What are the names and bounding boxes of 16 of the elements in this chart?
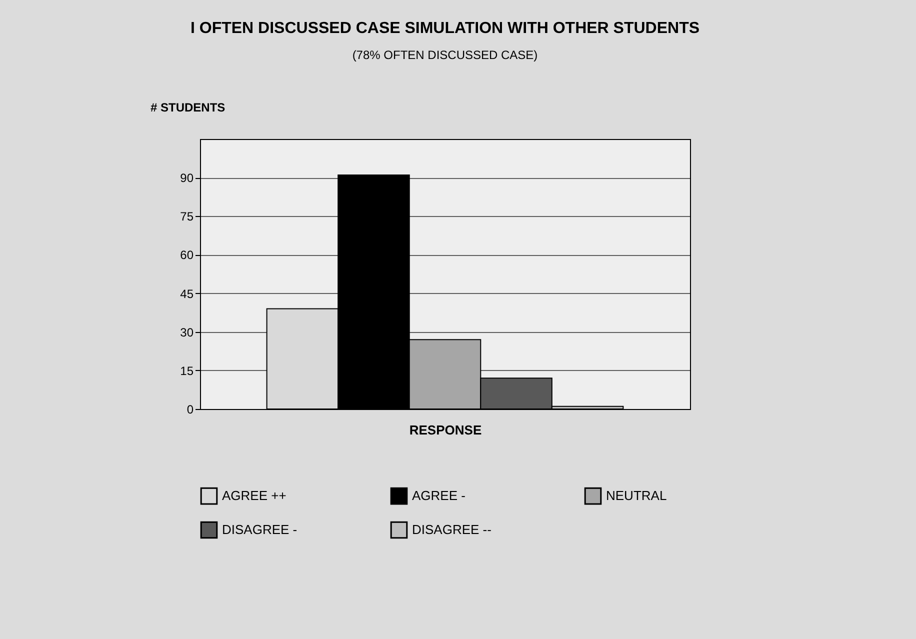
y-tick-label: 0: [186, 402, 194, 416]
y-tick-label: 15: [180, 364, 194, 378]
y-tick-label: 45: [180, 286, 194, 301]
legend-label: NEUTRAL: [606, 488, 667, 504]
y-axis-title: # STUDENTS: [150, 100, 226, 114]
legend-label: DISAGREE -: [222, 522, 298, 537]
legend-label: DISAGREE --: [412, 522, 492, 537]
chart-subtitle: (78% OFTEN DISCUSSED CASE): [352, 48, 538, 62]
y-tick-label: 30: [180, 325, 194, 340]
legend-label: AGREE ++: [222, 488, 286, 504]
y-tick-label: 75: [180, 210, 194, 224]
chart-title: I OFTEN DISCUSSED CASE SIMULATION WITH OTHER STUDENTS: [190, 20, 700, 37]
x-axis-title: RESPONSE: [409, 422, 482, 438]
y-tick-label: 60: [180, 248, 194, 262]
legend-label: AGREE -: [412, 488, 466, 504]
y-tick-label: 90: [180, 171, 194, 186]
